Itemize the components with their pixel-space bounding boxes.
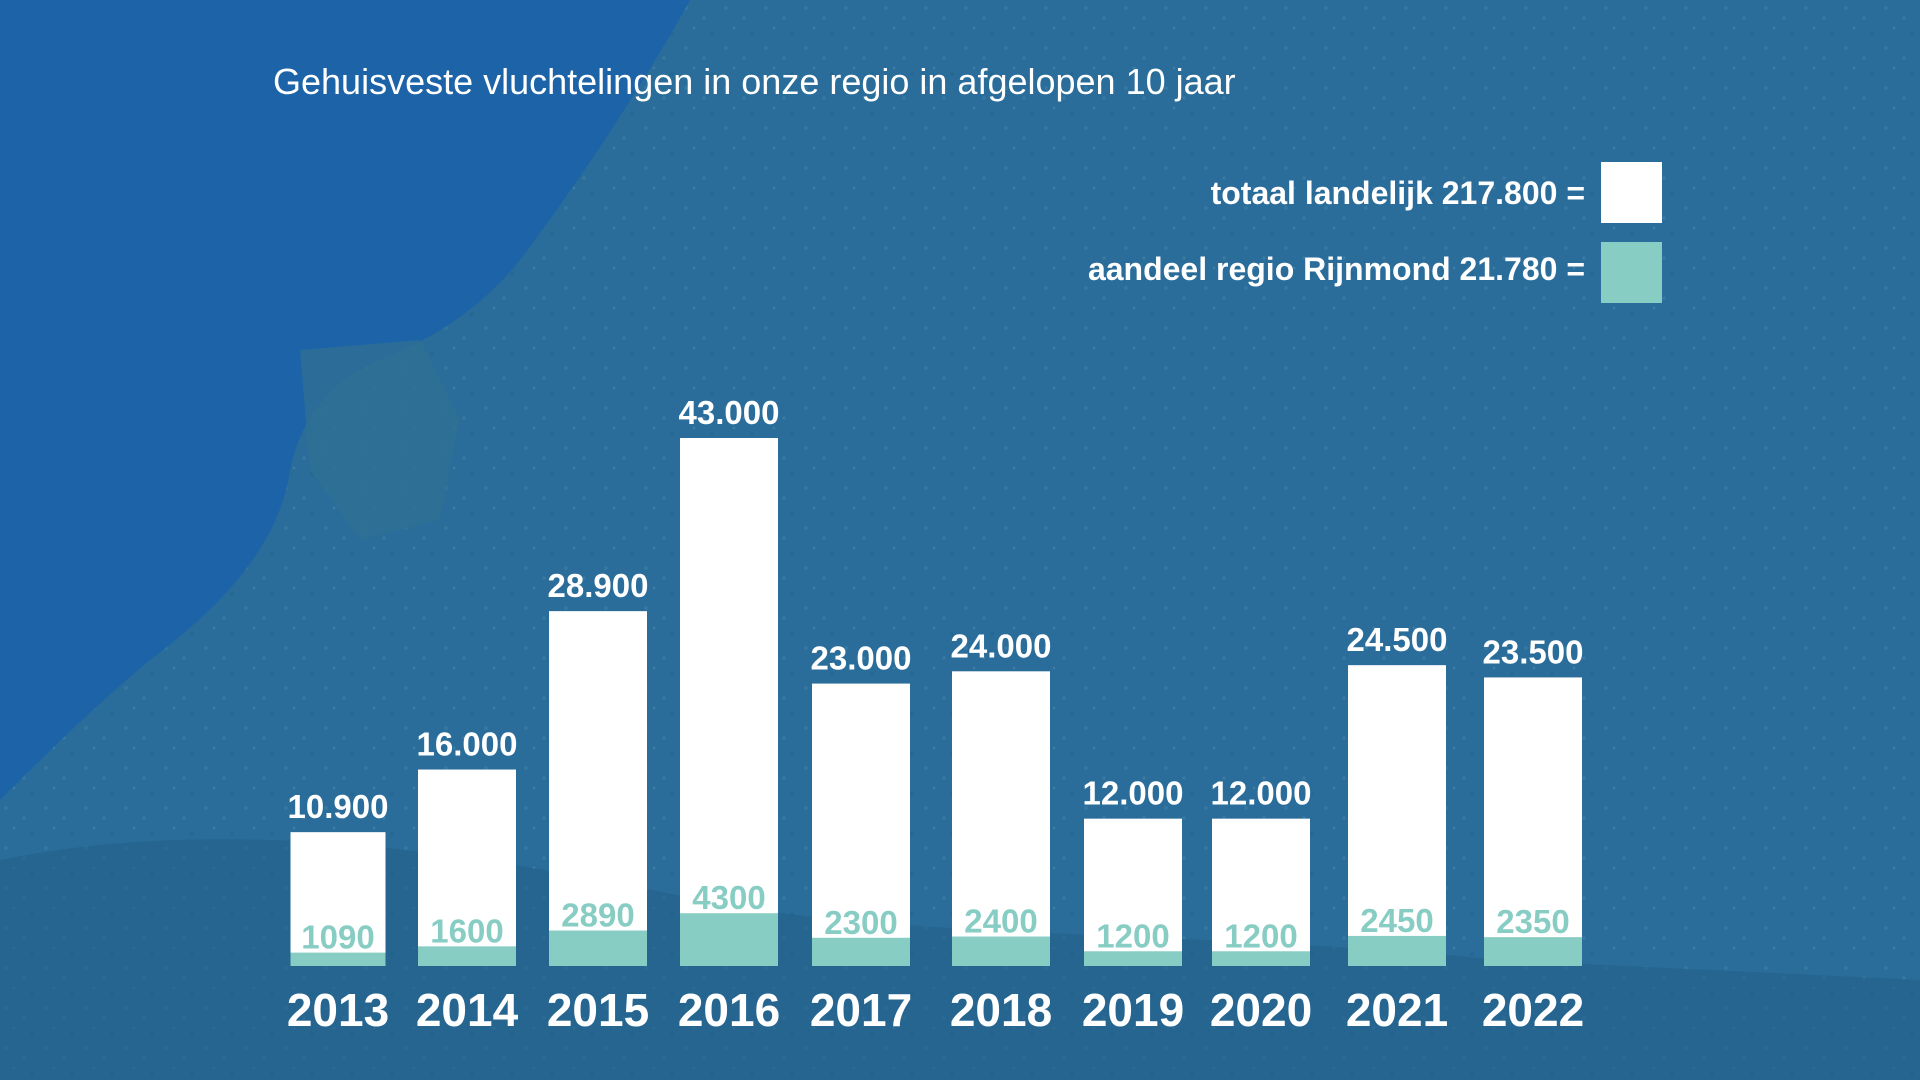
bar-total-2013 [290, 832, 386, 966]
value-label-total-2021: 24.500 [1347, 621, 1448, 658]
year-label-2022: 2022 [1482, 984, 1584, 1036]
value-label-total-2017: 23.000 [811, 640, 912, 677]
bar-region-2015 [549, 930, 647, 966]
legend-swatch-region [1601, 242, 1662, 303]
bar-region-2019 [1084, 951, 1182, 966]
value-label-total-2013: 10.900 [288, 788, 389, 825]
year-label-2021: 2021 [1346, 984, 1448, 1036]
legend-label-region: aandeel regio Rijnmond 21.780 = [1088, 251, 1585, 287]
value-label-total-2015: 28.900 [548, 567, 649, 604]
value-label-region-2019: 1200 [1096, 917, 1169, 954]
bar-total-2021 [1348, 665, 1446, 966]
value-label-region-2020: 1200 [1224, 917, 1297, 954]
bar-region-2017 [812, 937, 910, 966]
harbor-area [300, 340, 460, 540]
sea-area [0, 0, 690, 800]
value-label-total-2022: 23.500 [1483, 633, 1584, 670]
year-label-2020: 2020 [1210, 984, 1312, 1036]
value-label-total-2019: 12.000 [1083, 775, 1184, 812]
value-label-region-2014: 1600 [430, 912, 503, 949]
bar-total-2022 [1484, 677, 1582, 966]
year-label-2019: 2019 [1082, 984, 1184, 1036]
value-label-region-2013: 1090 [301, 919, 374, 956]
bar-region-2020 [1212, 951, 1310, 966]
value-label-region-2016: 4300 [692, 879, 765, 916]
bar-region-2014 [418, 946, 516, 966]
bar-total-2018 [952, 671, 1050, 966]
year-label-2017: 2017 [810, 984, 912, 1036]
year-label-2018: 2018 [950, 984, 1052, 1036]
year-label-2014: 2014 [416, 984, 519, 1036]
bar-region-2016 [680, 913, 778, 966]
bar-total-2020 [1212, 818, 1310, 966]
bar-region-2018 [952, 936, 1050, 966]
value-label-region-2015: 2890 [561, 897, 634, 934]
bar-total-2014 [418, 769, 516, 966]
value-label-total-2018: 24.000 [951, 627, 1052, 664]
legend: totaal landelijk 217.800 = aandeel regio… [1088, 162, 1662, 303]
bar-total-2015 [549, 611, 647, 966]
value-label-total-2016: 43.000 [679, 394, 780, 431]
bar-region-2022 [1484, 937, 1582, 966]
bar-region-2021 [1348, 935, 1446, 966]
value-label-region-2018: 2400 [964, 903, 1037, 940]
bar-total-2019 [1084, 818, 1182, 966]
value-label-total-2014: 16.000 [417, 726, 518, 763]
value-label-region-2022: 2350 [1496, 903, 1569, 940]
year-label-2016: 2016 [678, 984, 780, 1036]
chart-title: Gehuisveste vluchtelingen in onze regio … [273, 61, 1236, 102]
value-label-region-2017: 2300 [824, 904, 897, 941]
value-label-region-2021: 2450 [1360, 902, 1433, 939]
year-label-2013: 2013 [287, 984, 389, 1036]
bar-total-2016 [680, 438, 778, 966]
bar-region-2013 [290, 952, 386, 966]
year-label-2015: 2015 [547, 984, 649, 1036]
bars-group: 10.900 1090 2013 16.000 1600 2014 28.900 2890 20… [287, 394, 1584, 1036]
value-label-total-2020: 12.000 [1211, 775, 1312, 812]
legend-label-total: totaal landelijk 217.800 = [1211, 175, 1585, 211]
legend-swatch-total [1601, 162, 1662, 223]
bar-total-2017 [812, 683, 910, 966]
